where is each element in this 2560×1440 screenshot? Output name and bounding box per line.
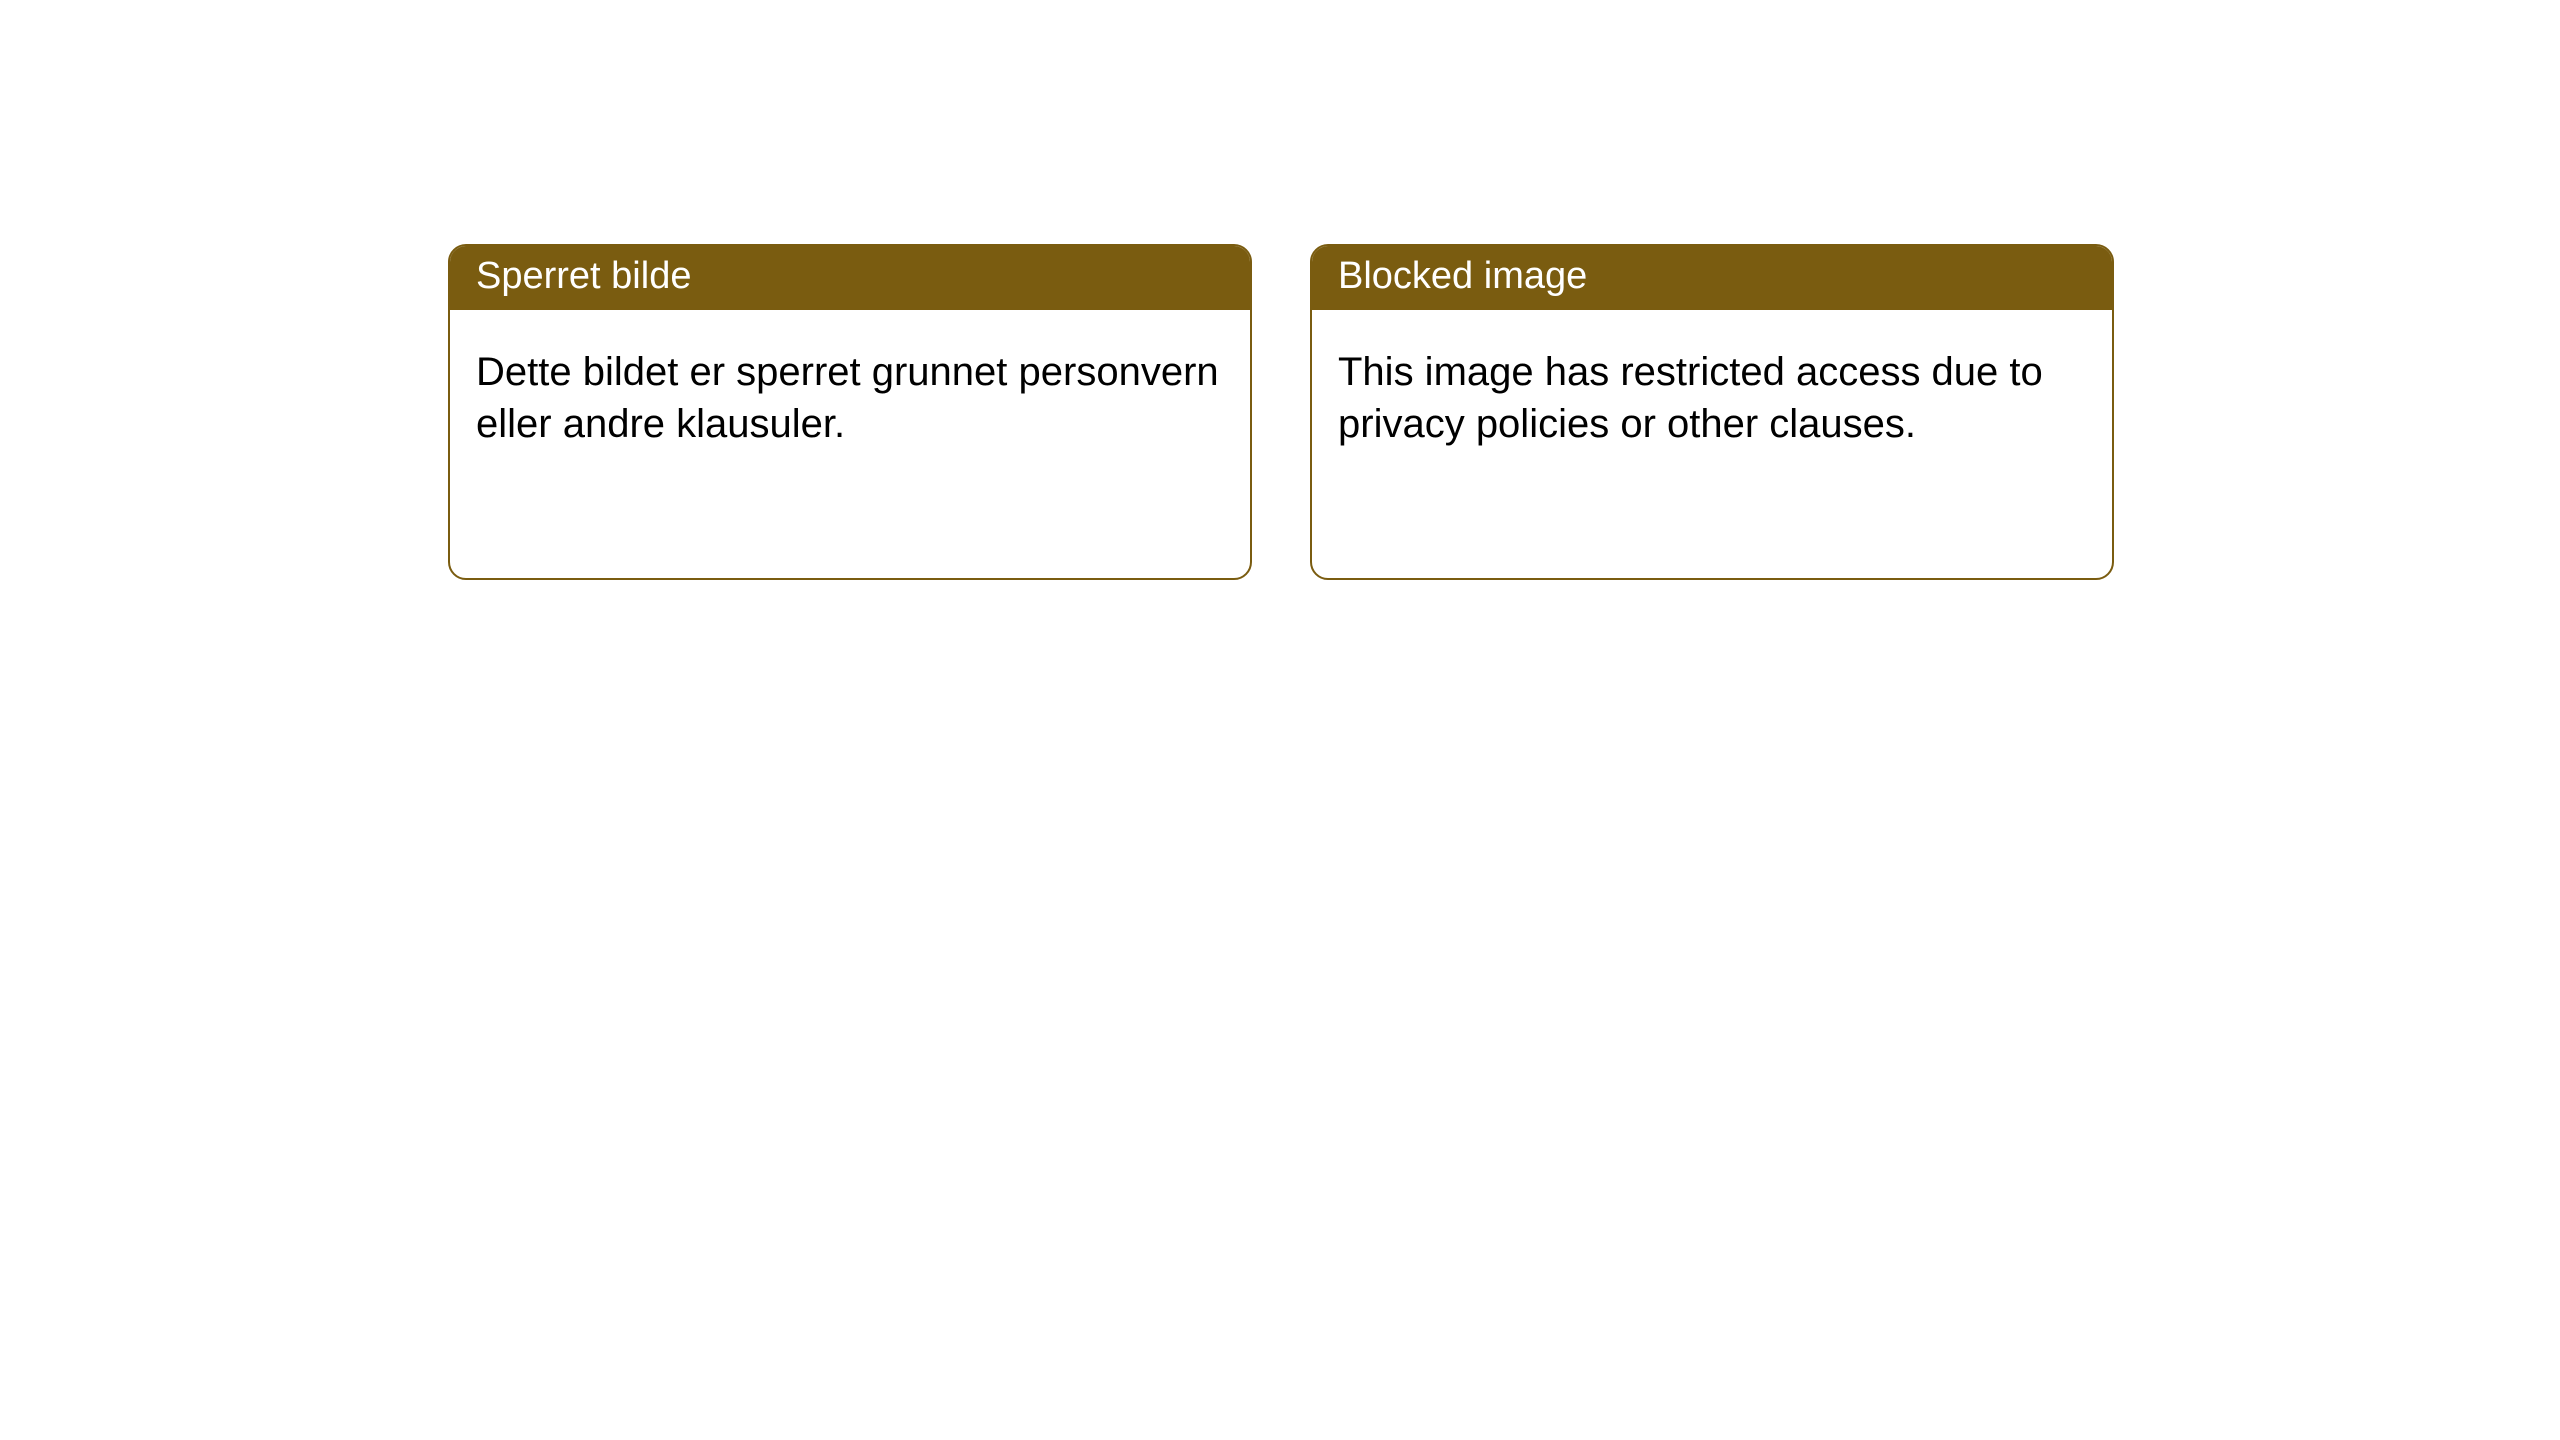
- notice-card-english: Blocked image This image has restricted …: [1310, 244, 2114, 580]
- notice-title: Blocked image: [1312, 246, 2112, 310]
- notice-body: Dette bildet er sperret grunnet personve…: [450, 310, 1250, 486]
- notice-title: Sperret bilde: [450, 246, 1250, 310]
- notice-card-norwegian: Sperret bilde Dette bildet er sperret gr…: [448, 244, 1252, 580]
- notice-container: Sperret bilde Dette bildet er sperret gr…: [0, 0, 2560, 580]
- notice-body: This image has restricted access due to …: [1312, 310, 2112, 486]
